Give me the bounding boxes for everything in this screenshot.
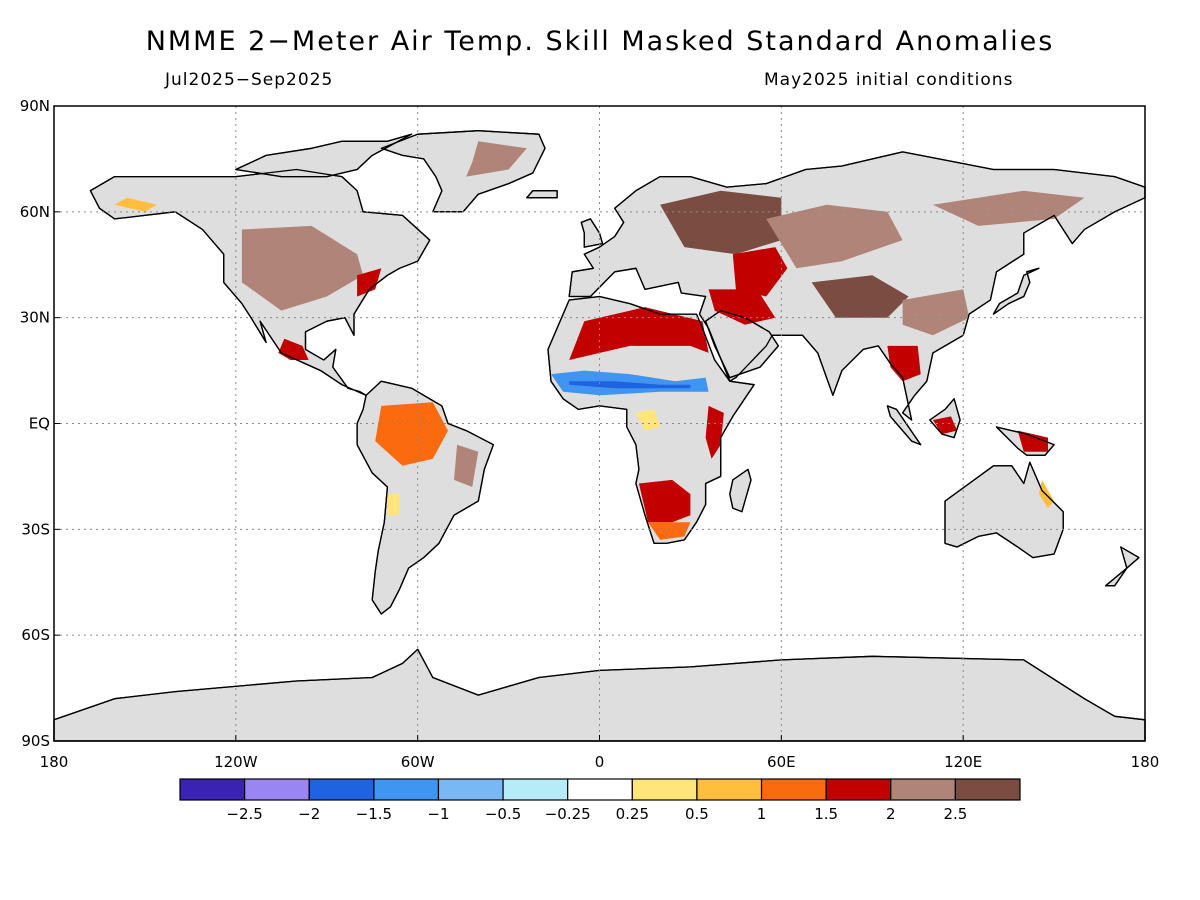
legend-swatch xyxy=(502,778,569,801)
coastline-north-america xyxy=(89,168,431,396)
lat-tick-label: 90N xyxy=(20,97,50,115)
region-alaska-orange xyxy=(114,197,157,212)
legend-label: 1 xyxy=(757,805,767,823)
lon-tick-label: 120E xyxy=(944,753,982,771)
lon-tick-label: 60W xyxy=(401,753,435,771)
region-brazil-east-brown xyxy=(454,444,479,487)
legend-label: 0.5 xyxy=(685,805,709,823)
legend-swatch xyxy=(244,778,310,801)
legend-label: 2.5 xyxy=(943,805,967,823)
region-north-america-brown xyxy=(241,225,364,311)
region-russia-dark xyxy=(660,190,782,255)
region-greenland xyxy=(380,130,546,213)
lat-tick-label: 60S xyxy=(21,626,50,644)
coastline-sumatra xyxy=(886,405,922,446)
lat-tick-label: EQ xyxy=(29,415,50,433)
region-china-brown xyxy=(902,289,970,336)
legend-swatch xyxy=(308,778,375,801)
legend-swatch xyxy=(696,778,763,801)
region-sahara-red xyxy=(569,307,709,360)
region-indochina-red xyxy=(887,345,921,382)
coastline-madagascar xyxy=(729,468,752,513)
coastline-britain xyxy=(580,218,604,248)
legend-label: −0.5 xyxy=(485,805,521,823)
coastline-iceland xyxy=(526,190,558,199)
region-amazon-orange xyxy=(375,402,448,466)
lon-tick-label: 180 xyxy=(1131,753,1160,771)
coastline-borneo xyxy=(929,398,961,439)
initial-conditions: May2025 initial conditions xyxy=(764,70,1014,90)
color-legend: −2.5 −2 −1.5 −1 −0.5 −0.25 0.25 0.5 1 1.5 2 2.5 xyxy=(179,778,1021,823)
region-east-siberia-brown xyxy=(932,190,1085,226)
lat-tick-label: 90S xyxy=(21,732,50,750)
coastline-south-america xyxy=(356,380,495,615)
legend-swatch xyxy=(760,778,827,801)
legend-label: 1.5 xyxy=(814,805,838,823)
legend-label: 0.25 xyxy=(616,805,649,823)
legend-swatch xyxy=(825,778,892,801)
axis-labels: 90N 60N 30N EQ 30S 60S 90S 180 120W 60W 0 60E 120E 18… xyxy=(20,97,1160,771)
region-congo-yellow xyxy=(635,409,661,431)
region-japan xyxy=(992,267,1040,315)
region-central-asia-brown xyxy=(766,204,903,269)
legend-swatch xyxy=(631,778,698,801)
region-caspian-red xyxy=(732,247,788,297)
legend-label: −1.5 xyxy=(356,805,392,823)
lat-tick-label: 30N xyxy=(20,309,50,327)
legend-label: −2 xyxy=(298,805,320,823)
legend-swatch xyxy=(373,778,440,801)
lon-tick-label: 60E xyxy=(767,753,796,771)
map-gridlines xyxy=(54,106,1145,741)
region-southern-africa-orange xyxy=(648,522,691,540)
region-borneo-red xyxy=(932,416,958,435)
coastline-africa xyxy=(547,295,755,545)
region-greenland-brown xyxy=(466,141,527,177)
lat-tick-label: 60N xyxy=(20,203,50,221)
map-title: NMME 2−Meter Air Temp. Skill Masked Stan… xyxy=(145,26,1055,57)
region-canadian-arctic xyxy=(235,133,413,178)
legend-label: −1 xyxy=(427,805,449,823)
region-png-red xyxy=(1017,430,1048,452)
legend-swatch xyxy=(890,778,956,801)
legend-swatch xyxy=(567,778,633,801)
lon-tick-label: 120W xyxy=(214,753,258,771)
region-patagonia-yellow xyxy=(387,494,400,516)
region-southern-africa-red xyxy=(638,479,691,523)
region-mideast-red xyxy=(708,289,776,325)
legend-label: −0.25 xyxy=(545,805,591,823)
legend-label: −2.5 xyxy=(226,805,262,823)
coastline-canadian-arctic xyxy=(235,133,413,178)
legend-label: 2 xyxy=(886,805,896,823)
forecast-period: Jul2025−Sep2025 xyxy=(165,70,334,90)
coastline-arabia xyxy=(704,309,779,379)
region-us-east-red xyxy=(357,268,382,297)
lat-tick-label: 30S xyxy=(21,520,50,538)
coastline-new-guinea xyxy=(995,426,1055,456)
region-east-africa-red xyxy=(705,405,724,459)
coastline-new-zealand xyxy=(1104,546,1140,587)
legend-swatch xyxy=(437,778,504,801)
coastline-japan xyxy=(992,267,1040,315)
legend-swatch xyxy=(179,778,246,801)
legend-swatch xyxy=(954,778,1021,801)
coastline-greenland xyxy=(380,130,546,213)
region-tibet-dark xyxy=(811,275,909,318)
lon-tick-label: 0 xyxy=(595,753,605,771)
region-australia-orange xyxy=(1038,479,1055,509)
map-regions xyxy=(53,130,1146,742)
lon-tick-label: 180 xyxy=(40,753,69,771)
